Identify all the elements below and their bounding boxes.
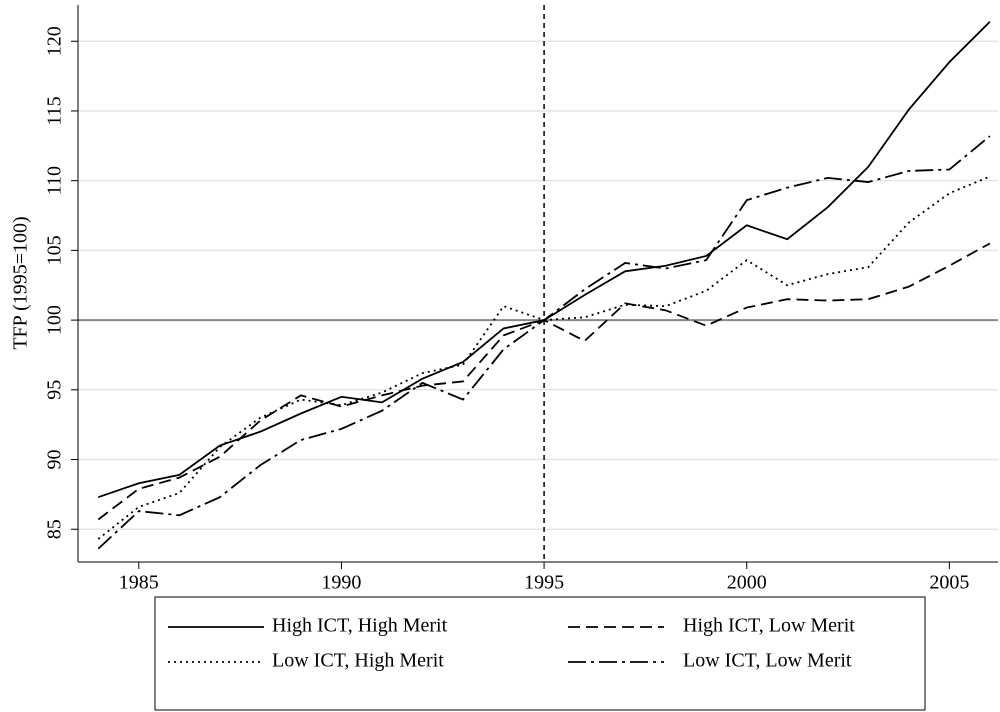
legend-label: High ICT, High Merit	[272, 615, 448, 637]
y-tick-label: 90	[44, 450, 66, 470]
x-tick-label: 1985	[119, 572, 159, 594]
y-tick-label: 85	[44, 519, 66, 539]
legend-label: Low ICT, High Merit	[272, 650, 444, 672]
legend-box	[154, 596, 926, 711]
y-tick-label: 115	[44, 96, 66, 125]
line-series	[97, 135, 991, 550]
y-tick-label: 95	[44, 380, 66, 400]
x-tick-label: 2000	[727, 572, 767, 594]
y-tick-label: 120	[44, 26, 66, 56]
y-tick-label: 110	[44, 166, 66, 195]
x-tick-label: 2005	[929, 572, 969, 594]
legend-label: High ICT, Low Merit	[683, 615, 855, 637]
x-tick-label: 1995	[524, 572, 564, 594]
y-tick-label: 100	[44, 305, 66, 335]
legend-label: Low ICT, Low Merit	[683, 650, 852, 672]
y-tick-label: 105	[44, 235, 66, 265]
y-axis-label: TFP (1995=100)	[10, 216, 32, 349]
x-tick-label: 1990	[321, 572, 361, 594]
